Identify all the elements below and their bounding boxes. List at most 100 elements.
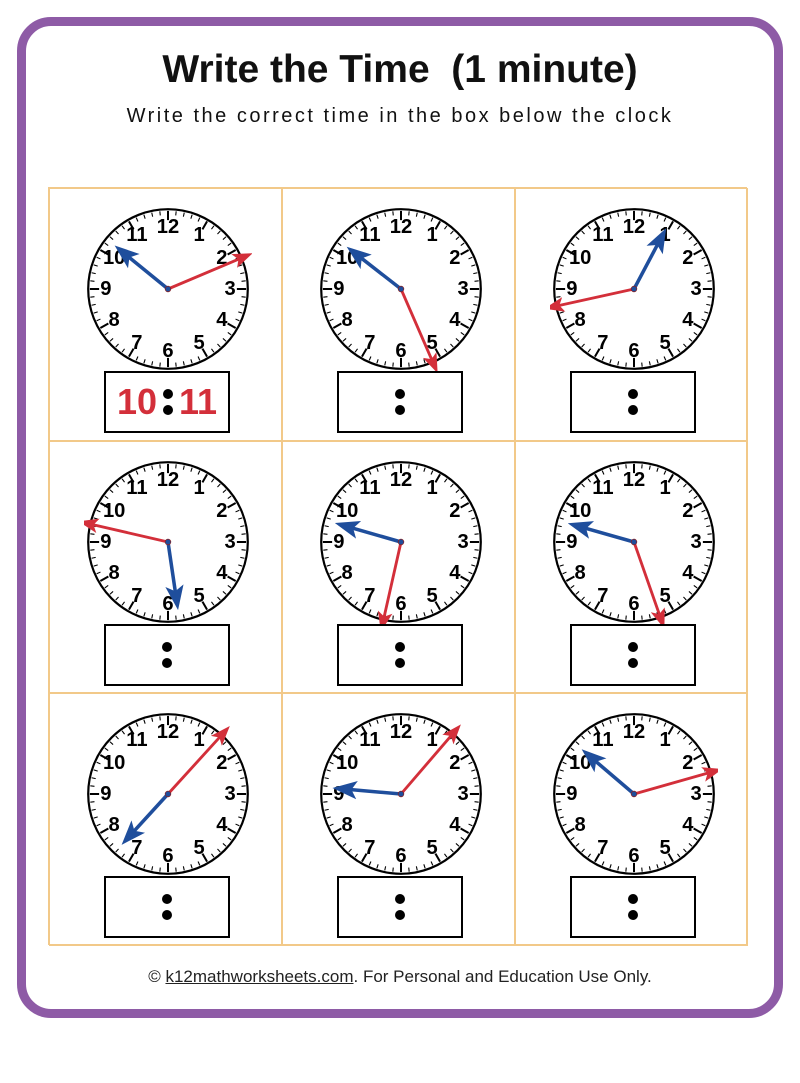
svg-text:4: 4 (450, 309, 462, 331)
svg-text:2: 2 (450, 247, 461, 269)
svg-text:4: 4 (217, 309, 229, 331)
svg-text:11: 11 (360, 730, 381, 752)
svg-text:11: 11 (127, 730, 148, 752)
svg-text:11: 11 (127, 477, 148, 499)
svg-text:5: 5 (194, 332, 205, 354)
svg-text:12: 12 (390, 469, 412, 491)
svg-text:10: 10 (569, 500, 591, 522)
svg-text:4: 4 (683, 309, 695, 331)
svg-text:5: 5 (194, 585, 205, 607)
svg-text:12: 12 (390, 721, 412, 743)
svg-text:3: 3 (458, 531, 469, 553)
svg-text:9: 9 (334, 531, 345, 553)
svg-text:6: 6 (629, 593, 640, 615)
svg-text:8: 8 (109, 309, 120, 331)
svg-text:3: 3 (225, 531, 236, 553)
svg-text:3: 3 (691, 278, 702, 300)
svg-text:7: 7 (365, 585, 376, 607)
svg-text:12: 12 (157, 216, 179, 238)
svg-text:6: 6 (629, 340, 640, 362)
svg-text:10: 10 (103, 500, 125, 522)
svg-text:11: 11 (127, 224, 148, 246)
svg-text:9: 9 (567, 278, 578, 300)
svg-text:6: 6 (163, 846, 174, 868)
svg-text:10: 10 (336, 752, 358, 774)
svg-text:3: 3 (691, 531, 702, 553)
svg-text:3: 3 (458, 783, 469, 805)
svg-text:7: 7 (365, 837, 376, 859)
svg-text:4: 4 (450, 815, 462, 837)
svg-text:8: 8 (342, 309, 353, 331)
svg-text:8: 8 (342, 815, 353, 837)
svg-text:12: 12 (623, 216, 645, 238)
svg-text:6: 6 (163, 340, 174, 362)
svg-text:11: 11 (593, 477, 614, 499)
svg-text:6: 6 (163, 593, 174, 615)
svg-text:4: 4 (683, 562, 695, 584)
svg-text:7: 7 (598, 332, 609, 354)
svg-text:8: 8 (575, 562, 586, 584)
svg-text:4: 4 (217, 562, 229, 584)
svg-text:9: 9 (101, 531, 112, 553)
svg-text:2: 2 (683, 500, 694, 522)
svg-text:8: 8 (109, 815, 120, 837)
svg-text:2: 2 (683, 247, 694, 269)
svg-text:3: 3 (225, 783, 236, 805)
svg-text:11: 11 (360, 477, 381, 499)
svg-text:8: 8 (575, 815, 586, 837)
svg-text:7: 7 (365, 332, 376, 354)
svg-text:7: 7 (132, 332, 143, 354)
svg-text:6: 6 (396, 593, 407, 615)
svg-text:10: 10 (336, 500, 358, 522)
svg-text:5: 5 (427, 837, 438, 859)
svg-text:10: 10 (569, 247, 591, 269)
svg-text:7: 7 (598, 837, 609, 859)
svg-text:9: 9 (101, 278, 112, 300)
svg-text:12: 12 (157, 721, 179, 743)
svg-text:8: 8 (342, 562, 353, 584)
svg-text:4: 4 (450, 562, 462, 584)
svg-text:7: 7 (132, 585, 143, 607)
svg-text:12: 12 (623, 721, 645, 743)
svg-text:1: 1 (427, 224, 438, 246)
svg-text:1: 1 (427, 730, 438, 752)
svg-text:11: 11 (593, 224, 614, 246)
svg-text:2: 2 (217, 500, 228, 522)
svg-text:6: 6 (396, 340, 407, 362)
svg-text:10: 10 (103, 247, 125, 269)
svg-text:4: 4 (217, 815, 229, 837)
svg-text:5: 5 (660, 837, 671, 859)
svg-text:10: 10 (103, 752, 125, 774)
svg-text:10: 10 (569, 752, 591, 774)
svg-text:5: 5 (660, 585, 671, 607)
svg-text:1: 1 (660, 224, 671, 246)
svg-text:9: 9 (334, 278, 345, 300)
svg-text:1: 1 (660, 477, 671, 499)
svg-text:11: 11 (360, 224, 381, 246)
svg-text:6: 6 (629, 846, 640, 868)
svg-text:12: 12 (157, 469, 179, 491)
svg-text:2: 2 (683, 752, 694, 774)
svg-text:11: 11 (593, 730, 614, 752)
svg-text:5: 5 (660, 332, 671, 354)
svg-text:1: 1 (194, 224, 205, 246)
svg-text:3: 3 (691, 783, 702, 805)
svg-text:9: 9 (567, 531, 578, 553)
svg-text:1: 1 (194, 477, 205, 499)
svg-text:2: 2 (450, 500, 461, 522)
svg-text:3: 3 (458, 278, 469, 300)
svg-text:1: 1 (660, 730, 671, 752)
svg-text:5: 5 (194, 837, 205, 859)
svg-text:12: 12 (623, 469, 645, 491)
svg-text:12: 12 (390, 216, 412, 238)
svg-text:2: 2 (217, 752, 228, 774)
svg-text:1: 1 (427, 477, 438, 499)
svg-text:3: 3 (225, 278, 236, 300)
svg-text:4: 4 (683, 815, 695, 837)
svg-text:10: 10 (336, 247, 358, 269)
svg-text:2: 2 (450, 752, 461, 774)
svg-text:6: 6 (396, 846, 407, 868)
svg-text:8: 8 (575, 309, 586, 331)
svg-text:9: 9 (567, 783, 578, 805)
svg-text:1: 1 (194, 730, 205, 752)
